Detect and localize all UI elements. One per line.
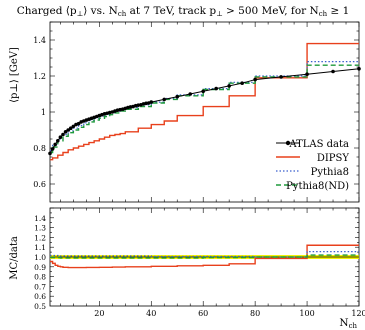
atlas-data-point (188, 92, 193, 96)
ratio-y-tick-label: 1.2 (34, 233, 46, 242)
ratio-y-tick-label: 1.3 (34, 224, 46, 233)
ratio-axis-ticks: 0.50.60.70.80.91.01.11.21.31.4 (34, 207, 360, 311)
main-y-axis-label: ⟨p⊥⟩ [GeV] (9, 47, 20, 103)
ratio-y-axis-label: MC/data (9, 236, 20, 280)
atlas-data-point (66, 128, 70, 132)
x-tick-labels: 20 40 60 80 100 120 (94, 309, 365, 318)
legend-entry-dipsy: DIPSY (276, 153, 349, 164)
legend-entry-pythia8: Pythia8 (276, 167, 349, 178)
main-y-tick-label: 1.2 (33, 72, 46, 81)
atlas-data-point (149, 100, 154, 104)
ratio-y-tick-label: 0.6 (34, 292, 46, 301)
x-tick-label: 40 (146, 309, 156, 318)
x-tick-label: 100 (299, 309, 314, 318)
x-tick-label: 80 (250, 309, 260, 318)
legend-label-pythia8nd: Pythia8(ND) (286, 181, 349, 192)
x-tick-label: 60 (198, 309, 208, 318)
legend-label-pythia8: Pythia8 (311, 167, 349, 178)
atlas-data-point (240, 81, 244, 85)
ratio-y-tick-label: 0.8 (34, 273, 46, 282)
atlas-data-point (55, 139, 60, 143)
ratio-series-dipsy (50, 244, 359, 269)
atlas-data-point (50, 147, 55, 151)
atlas-data-point (48, 151, 52, 156)
atlas-data-point (214, 86, 218, 91)
main-y-tick-label: 0.8 (33, 144, 46, 153)
ratio-y-tick-label: 0.5 (34, 302, 46, 311)
atlas-data-point (201, 89, 206, 94)
ratio-y-tick-label: 1.4 (34, 214, 46, 223)
atlas-data-point (331, 69, 335, 74)
atlas-data-point (279, 75, 283, 79)
atlas-data-point (58, 135, 63, 139)
legend: ATLAS data DIPSY Pythia8 Pythia8(ND) (276, 139, 349, 192)
atlas-data-point (71, 124, 76, 129)
x-tick-label: 120 (351, 309, 365, 318)
x-tick-label: 20 (94, 309, 104, 318)
atlas-data-point (305, 72, 309, 76)
main-series-pythia8-nd- (50, 64, 359, 154)
main-y-tick-label: 1.4 (33, 36, 46, 45)
atlas-data-point (61, 132, 65, 137)
ratio-y-tick-label: 0.9 (34, 263, 46, 272)
legend-marker-atlas (285, 140, 291, 146)
legend-entry-atlas: ATLAS data (276, 139, 349, 150)
atlas-data-point (162, 97, 167, 102)
ratio-series-group (50, 244, 359, 269)
legend-entry-pythia8nd: Pythia8(ND) (276, 181, 349, 192)
atlas-data-point (68, 126, 73, 130)
atlas-data-point (175, 94, 180, 99)
legend-label-dipsy: DIPSY (317, 153, 350, 164)
atlas-data-point (253, 77, 257, 82)
legend-label-atlas: ATLAS data (288, 139, 349, 150)
atlas-data-point (63, 130, 68, 134)
atlas-data-point (357, 67, 361, 71)
main-y-tick-label: 1 (41, 108, 46, 117)
main-y-tick-label: 0.6 (33, 180, 46, 189)
main-series-group (48, 42, 361, 161)
chart-title: Charged ⟨p⊥⟩ vs. Nch at 7 TeV, track p⊥ … (17, 5, 350, 18)
atlas-data-point (53, 142, 57, 147)
ratio-y-tick-label: 1.0 (34, 253, 46, 262)
main-series-dipsy (50, 42, 359, 161)
ratio-series-pythia8-nd- (50, 254, 359, 259)
x-axis-label: Nch (339, 317, 357, 330)
ratio-y-tick-label: 0.7 (34, 282, 46, 291)
atlas-data-point (227, 84, 231, 88)
ratio-y-tick-label: 1.1 (34, 243, 46, 252)
main-axis-ticks: 0.6 0.8 1 1.2 1.4 (33, 21, 360, 202)
ratio-series-pythia8 (50, 251, 359, 258)
atlas-data-point (76, 121, 81, 126)
